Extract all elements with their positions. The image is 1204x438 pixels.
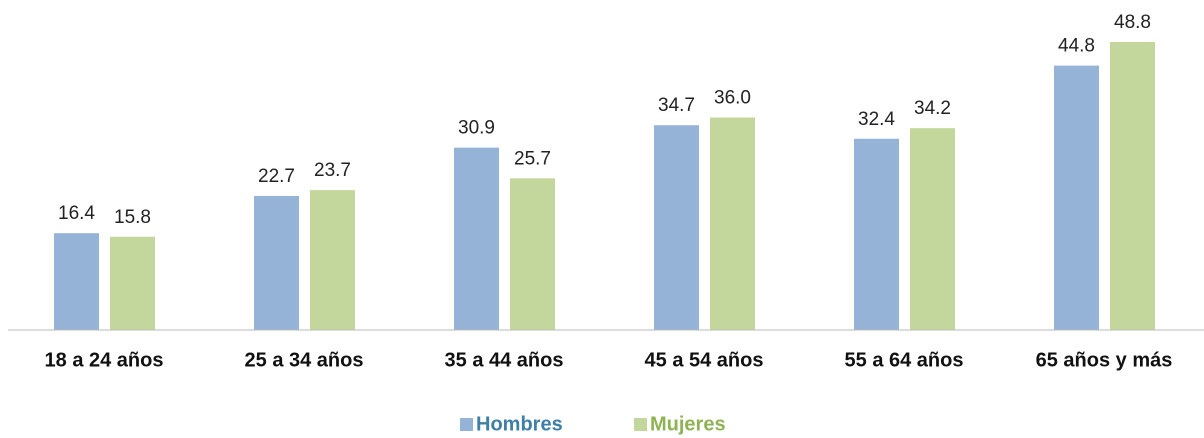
bar — [454, 147, 499, 330]
bar — [910, 128, 955, 330]
value-label: 22.7 — [258, 166, 295, 187]
value-label: 23.7 — [314, 160, 351, 181]
value-label: 48.8 — [1114, 12, 1151, 33]
legend-swatch — [460, 418, 473, 431]
value-label: 16.4 — [58, 203, 95, 224]
value-label: 32.4 — [858, 109, 895, 130]
bar — [1054, 65, 1099, 330]
value-label: 36.0 — [714, 88, 751, 109]
legend-label: Mujeres — [650, 413, 726, 435]
x-tick-label: 18 a 24 años — [45, 349, 164, 371]
value-label: 34.2 — [914, 98, 951, 119]
x-tick-label: 55 a 64 años — [845, 349, 964, 371]
bar — [310, 190, 355, 330]
legend-swatch — [634, 418, 647, 431]
value-label: 30.9 — [458, 118, 495, 139]
bar — [710, 117, 755, 330]
x-tick-label: 25 a 34 años — [245, 349, 364, 371]
bar — [54, 233, 99, 330]
bar — [854, 138, 899, 330]
value-label: 15.8 — [114, 207, 151, 228]
x-tick-label: 35 a 44 años — [445, 349, 564, 371]
x-tick-label: 65 años y más — [1036, 349, 1173, 371]
legend-label: Hombres — [476, 413, 563, 435]
bar — [110, 236, 155, 330]
bar — [510, 178, 555, 330]
value-label: 25.7 — [514, 148, 551, 169]
x-tick-label: 45 a 54 años — [645, 349, 764, 371]
bar — [254, 196, 299, 330]
value-label: 44.8 — [1058, 36, 1095, 57]
value-label: 34.7 — [658, 95, 695, 116]
bar — [1110, 42, 1155, 330]
bar — [654, 125, 699, 331]
